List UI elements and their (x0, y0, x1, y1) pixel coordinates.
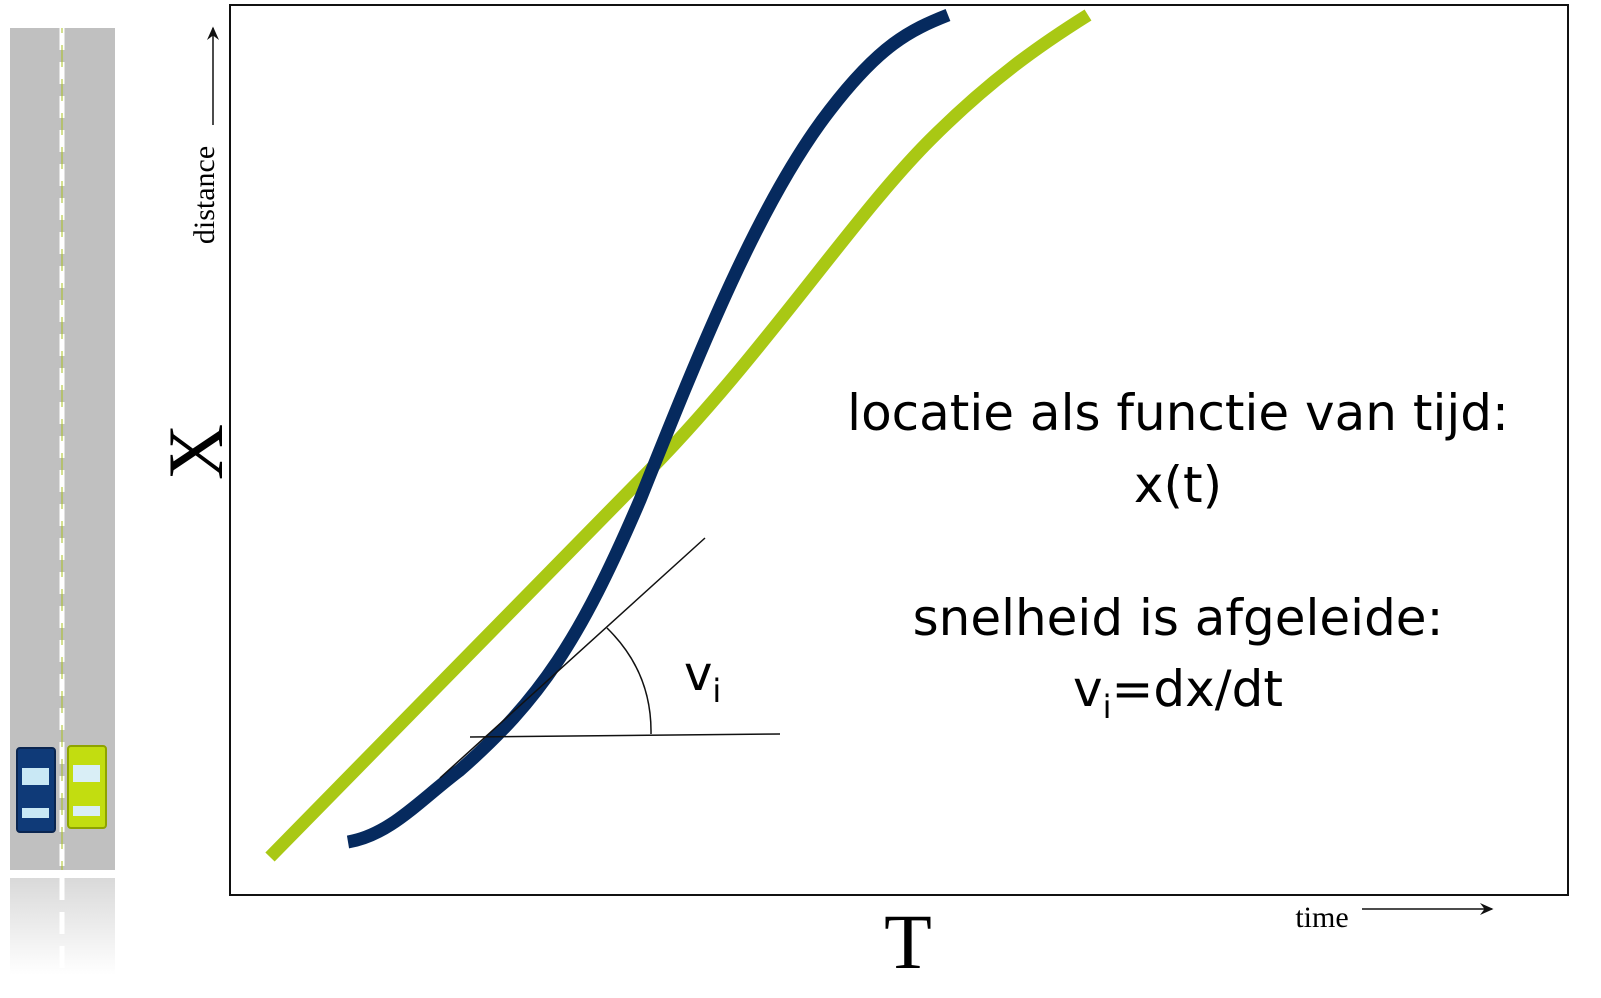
explanation: locatie als functie van tijd: x(t) snelh… (847, 384, 1509, 726)
green-curve (265, 9, 1092, 862)
explanation-line: snelheid is afgeleide: (913, 589, 1444, 647)
formula-rest: =dx/dt (1112, 660, 1283, 718)
tangent-label: vi (684, 646, 721, 710)
subscript: i (712, 672, 721, 710)
symbol: v (684, 646, 712, 702)
angle-arc (606, 627, 652, 735)
formula-subscript: i (1103, 688, 1112, 726)
horizontal-line (469, 733, 781, 738)
formula: vi=dx/dt (1073, 660, 1283, 726)
explanation-line: x(t) (1134, 456, 1222, 514)
formula-symbol: v (1073, 660, 1103, 718)
green-car (67, 745, 107, 829)
x-symbol: T (884, 898, 932, 985)
explanation-line: locatie als functie van tijd: (847, 384, 1509, 442)
plot-frame (229, 4, 1569, 896)
road (10, 28, 115, 975)
y-symbol: X (152, 424, 239, 480)
tangent-line (439, 537, 706, 779)
blue-curve (346, 8, 951, 849)
x-caption: time (1295, 901, 1348, 934)
y-caption: distance (188, 146, 221, 244)
blue-car (16, 747, 56, 833)
